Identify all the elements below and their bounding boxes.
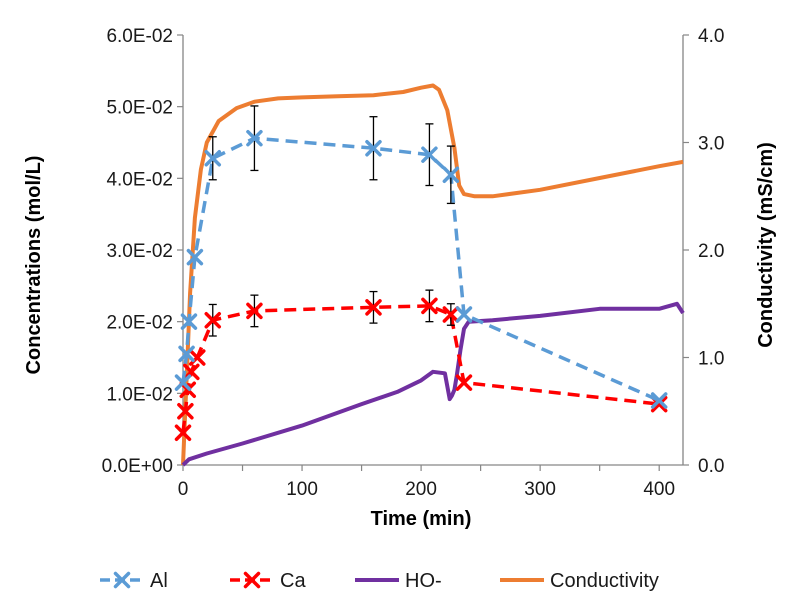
data-point-al-stroke-b bbox=[455, 306, 473, 323]
y-left-tick-label: 4.0E-02 bbox=[106, 169, 173, 190]
x-tick-label: 0 bbox=[178, 479, 189, 500]
data-point-al bbox=[421, 146, 438, 163]
series-line-ho bbox=[181, 301, 685, 467]
legend-label-conductivity: Conductivity bbox=[550, 570, 659, 592]
series-conductivity bbox=[181, 83, 684, 466]
data-point-al-stroke-b bbox=[442, 166, 460, 183]
legend-marker-ca-stroke-b bbox=[243, 571, 261, 589]
data-point-ca-stroke-b bbox=[204, 311, 222, 329]
series-layer bbox=[174, 83, 685, 467]
x-tick-label: 400 bbox=[643, 479, 675, 500]
legend-item-ho: HO- bbox=[355, 570, 442, 592]
legend-item-al: Al bbox=[100, 570, 168, 592]
y-right-tick-label: 3.0 bbox=[698, 134, 724, 155]
y-right-tick-label: 1.0 bbox=[698, 349, 724, 370]
data-point-al bbox=[365, 139, 382, 157]
data-point-al bbox=[174, 374, 192, 391]
series-ca bbox=[174, 289, 668, 441]
data-point-al-stroke-b bbox=[178, 345, 195, 363]
data-point-al bbox=[650, 392, 668, 409]
data-point-ca bbox=[204, 311, 222, 329]
legend-label-al: Al bbox=[150, 570, 168, 592]
series-al bbox=[174, 105, 668, 409]
data-point-ca-stroke-b bbox=[246, 302, 263, 320]
y-left-tick-label: 0.0E+00 bbox=[102, 456, 173, 477]
legend-label-ca: Ca bbox=[280, 570, 306, 592]
axes-layer: 0.0E+00 1.0E-02 2.0E-02 3.0E-02 4.0E-02 5.0E-… bbox=[23, 26, 777, 530]
data-point-ca-stroke-b bbox=[442, 306, 460, 323]
data-point-ca bbox=[455, 374, 473, 391]
series-line-conductivity bbox=[181, 83, 684, 466]
y-right-tick-label: 2.0 bbox=[698, 241, 724, 262]
data-point-ca-stroke-b bbox=[650, 395, 668, 413]
data-point-al bbox=[455, 306, 473, 323]
data-point-al bbox=[186, 248, 204, 266]
y-left-tick-label: 1.0E-02 bbox=[106, 384, 173, 405]
x-tick-label: 100 bbox=[286, 479, 318, 500]
y-right-tick-label: 0.0 bbox=[698, 456, 724, 477]
data-point-al-stroke-b bbox=[204, 150, 222, 167]
data-point-al-stroke-b bbox=[246, 129, 263, 147]
legend: Al Ca HO- Conductivity bbox=[100, 570, 659, 592]
data-point-ca-stroke-b bbox=[455, 374, 473, 391]
data-point-ca-stroke-b bbox=[365, 299, 382, 316]
data-point-ca-stroke-b bbox=[174, 424, 192, 441]
data-point-al bbox=[246, 129, 263, 147]
data-point-ca bbox=[365, 299, 382, 316]
data-point-ca-stroke-b bbox=[177, 403, 194, 420]
data-point-ca-stroke-b bbox=[421, 297, 438, 315]
legend-marker-al bbox=[113, 571, 131, 589]
data-point-al-stroke-b bbox=[180, 313, 198, 330]
legend-item-conductivity: Conductivity bbox=[500, 570, 659, 592]
data-point-al-stroke-b bbox=[174, 374, 192, 391]
y-right-tick-label: 4.0 bbox=[698, 26, 724, 47]
legend-marker-al-stroke-b bbox=[113, 571, 131, 589]
series-ho bbox=[181, 301, 685, 467]
data-point-al-stroke-b bbox=[186, 248, 204, 266]
y-left-tick-label: 6.0E-02 bbox=[106, 26, 173, 47]
y-left-tick-label: 3.0E-02 bbox=[106, 241, 173, 262]
x-axis-title: Time (min) bbox=[371, 508, 472, 530]
data-point-al bbox=[180, 313, 198, 330]
legend-marker-ca bbox=[243, 571, 261, 589]
legend-item-ca: Ca bbox=[230, 570, 306, 592]
data-point-al-stroke-b bbox=[421, 146, 438, 163]
legend-label-ho: HO- bbox=[405, 570, 442, 592]
y-axis-right-title: Conductivity (mS/cm) bbox=[755, 142, 777, 348]
y-axis-left-title: Concentrations (mol/L) bbox=[23, 156, 45, 375]
data-point-ca bbox=[442, 306, 460, 323]
data-point-al bbox=[442, 166, 460, 183]
data-point-al bbox=[204, 150, 222, 167]
data-point-al-stroke-b bbox=[650, 392, 668, 409]
data-point-ca bbox=[177, 403, 194, 420]
data-point-al bbox=[178, 345, 195, 363]
x-tick-label: 300 bbox=[524, 479, 556, 500]
data-point-ca bbox=[421, 297, 438, 315]
y-left-tick-label: 5.0E-02 bbox=[106, 98, 173, 119]
series-line-al bbox=[181, 136, 660, 403]
data-point-ca bbox=[246, 302, 263, 320]
y-left-tick-label: 2.0E-02 bbox=[106, 313, 173, 334]
data-point-ca bbox=[174, 424, 192, 441]
x-tick-label: 200 bbox=[405, 479, 437, 500]
data-point-al-stroke-b bbox=[365, 139, 382, 157]
